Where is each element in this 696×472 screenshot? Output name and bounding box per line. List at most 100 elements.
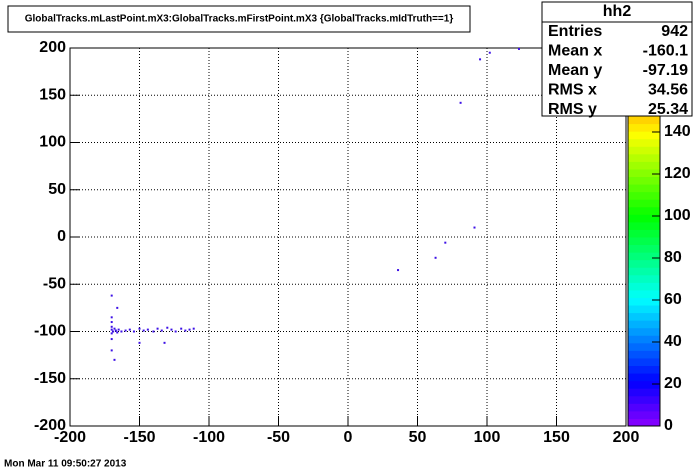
- palette-band: [628, 237, 660, 246]
- point: [138, 327, 141, 330]
- palette-band: [628, 373, 660, 382]
- point: [116, 306, 119, 309]
- point: [110, 332, 113, 335]
- point: [170, 328, 173, 331]
- palette-band: [628, 327, 660, 336]
- point: [473, 226, 476, 229]
- point: [132, 330, 135, 333]
- point: [434, 256, 437, 259]
- point: [192, 327, 195, 330]
- point: [110, 321, 113, 324]
- z-tick-label: 140: [664, 123, 691, 140]
- palette-band: [628, 131, 660, 140]
- palette-band: [628, 267, 660, 276]
- palette-band: [628, 221, 660, 230]
- palette-band: [628, 342, 660, 351]
- palette-band: [628, 403, 660, 412]
- point: [110, 338, 113, 341]
- z-tick-label: 80: [664, 249, 682, 266]
- x-tick-label: 50: [409, 429, 427, 446]
- x-tick-label: -50: [267, 429, 290, 446]
- palette-band: [628, 252, 660, 261]
- point: [517, 47, 520, 50]
- point: [488, 51, 491, 54]
- palette-band: [628, 259, 660, 268]
- palette-band: [628, 380, 660, 389]
- palette-band: [628, 176, 660, 185]
- palette-band: [628, 305, 660, 314]
- point: [110, 316, 113, 319]
- point: [152, 330, 155, 333]
- palette-band: [628, 388, 660, 397]
- palette-band: [628, 320, 660, 329]
- palette-band: [628, 184, 660, 193]
- z-tick-label: 40: [664, 333, 682, 350]
- y-tick-label: 200: [39, 39, 66, 56]
- palette-band: [628, 357, 660, 367]
- point: [174, 330, 177, 333]
- palette-band: [628, 168, 660, 178]
- x-tick-label: 150: [543, 429, 570, 446]
- palette-band: [628, 138, 660, 147]
- point: [113, 358, 116, 361]
- palette-band: [628, 289, 660, 298]
- point: [110, 349, 113, 352]
- palette-band: [628, 297, 660, 306]
- y-tick-label: -200: [34, 417, 66, 434]
- stats-frame: [541, 1, 693, 117]
- palette: 020406080100120140160: [627, 47, 691, 434]
- stats-value: 34.56: [648, 82, 688, 99]
- y-tick-label: 50: [48, 181, 66, 198]
- point: [146, 328, 149, 331]
- point: [113, 327, 116, 330]
- point: [180, 327, 183, 330]
- x-tick-label: -200: [54, 429, 86, 446]
- palette-band: [628, 214, 660, 223]
- x-tick-label: 200: [613, 429, 640, 446]
- palette-band: [628, 410, 660, 419]
- stats-label: Mean y: [548, 62, 602, 79]
- y-tick-label: 100: [39, 134, 66, 151]
- z-tick-label: 100: [664, 207, 691, 224]
- palette-band: [628, 146, 660, 155]
- x-tick-label: -100: [193, 429, 225, 446]
- palette-band: [628, 153, 660, 162]
- point: [166, 326, 169, 329]
- point: [128, 328, 131, 331]
- point: [120, 330, 123, 333]
- stats-label: Entries: [548, 23, 602, 40]
- title-box: [7, 5, 471, 33]
- stats-label: RMS x: [548, 82, 597, 99]
- z-tick-label: 20: [664, 375, 682, 392]
- palette-band: [628, 123, 660, 132]
- point: [117, 328, 120, 331]
- palette-band: [628, 206, 660, 215]
- stats-value: 942: [661, 23, 688, 40]
- palette-band: [628, 350, 660, 359]
- point: [110, 294, 113, 297]
- palette-band: [628, 161, 660, 170]
- palette-band: [628, 229, 660, 238]
- chart-title: GlobalTracks.mLastPoint.mX3:GlobalTracks…: [25, 14, 454, 25]
- point: [138, 341, 141, 344]
- point: [163, 341, 166, 344]
- point: [112, 330, 115, 333]
- x-tick-label: 0: [344, 429, 353, 446]
- point: [444, 241, 447, 244]
- stats-label: Mean x: [548, 43, 602, 60]
- palette-band: [628, 244, 660, 253]
- point: [156, 327, 159, 330]
- y-tick-label: 0: [57, 228, 66, 245]
- point: [142, 329, 145, 332]
- z-tick-label: 120: [664, 165, 691, 182]
- palette-band: [628, 312, 660, 321]
- point: [124, 329, 127, 332]
- palette-band: [628, 418, 660, 427]
- palette-band: [628, 335, 660, 344]
- y-tick-label: 150: [39, 86, 66, 103]
- footer-date: Mon Mar 11 09:50:27 2013: [4, 459, 127, 470]
- palette-band: [628, 365, 660, 374]
- point: [479, 58, 482, 61]
- point: [459, 101, 462, 104]
